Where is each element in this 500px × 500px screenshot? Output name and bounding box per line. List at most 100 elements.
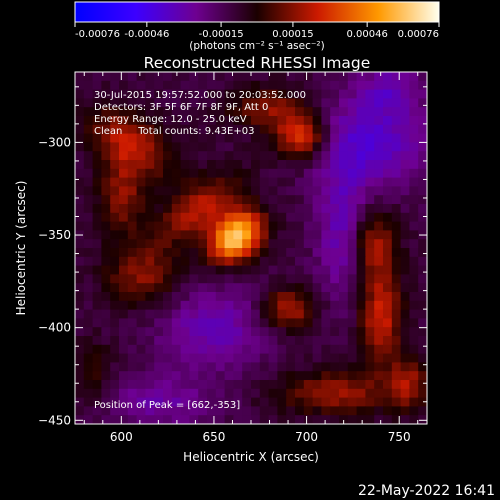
heatmap-cell (409, 283, 419, 293)
heatmap-cell (418, 195, 427, 205)
heatmap-cell (251, 80, 261, 91)
heatmap-cell (418, 80, 427, 91)
heatmap-cell (312, 151, 322, 161)
heatmap-cell (83, 177, 94, 187)
heatmap-cell (339, 292, 349, 302)
heatmap-cell (154, 397, 164, 407)
heatmap-cell (347, 353, 358, 363)
heatmap-cell (92, 98, 102, 108)
heatmap-cell (400, 283, 410, 293)
heatmap-cell (154, 274, 164, 284)
heatmap-cell (233, 177, 243, 187)
heatmap-cell (136, 133, 146, 143)
heatmap-cell (365, 353, 375, 363)
heatmap-cell (303, 256, 314, 267)
heatmap-cell (171, 283, 182, 293)
heatmap-cell (224, 256, 234, 267)
heatmap-cell (321, 204, 331, 214)
heatmap-cell (347, 72, 358, 82)
heatmap-cell (242, 362, 252, 372)
heatmap-cell (277, 292, 287, 302)
heatmap-cell (83, 89, 94, 99)
heatmap-cell (92, 168, 102, 179)
heatmap-cell (101, 133, 111, 143)
heatmap-cell (330, 80, 340, 91)
heatmap-cell (259, 353, 270, 363)
heatmap-cell (198, 415, 208, 424)
heatmap-cell (136, 388, 146, 399)
heatmap-cell (207, 318, 217, 328)
heatmap-cell (391, 133, 402, 143)
heatmap-cell (136, 151, 146, 161)
heatmap-cell (224, 371, 234, 381)
heatmap-cell (215, 397, 226, 407)
heatmap-cell (295, 116, 305, 126)
heatmap-cell (321, 371, 331, 381)
heatmap-cell (347, 265, 358, 275)
heatmap-cell (127, 80, 138, 91)
heatmap-cell (101, 344, 111, 355)
heatmap-cell (391, 274, 402, 284)
heatmap-cell (171, 239, 182, 249)
heatmap-cell (391, 98, 402, 108)
heatmap-cell (189, 80, 199, 91)
heatmap-cell (268, 160, 278, 170)
heatmap-cell (330, 265, 340, 275)
heatmap-cell (207, 248, 217, 258)
heatmap-cell (339, 204, 349, 214)
heatmap-cell (409, 204, 419, 214)
heatmap-cell (83, 98, 94, 108)
heatmap-cell (374, 248, 384, 258)
heatmap-cell (180, 336, 190, 346)
heatmap-cell (339, 168, 349, 179)
heatmap-cell (145, 89, 155, 99)
heatmap-cell (145, 318, 155, 328)
heatmap-cell (145, 124, 155, 135)
heatmap-cell (259, 221, 270, 231)
heatmap-cell (321, 80, 331, 91)
heatmap-cell (136, 142, 146, 152)
heatmap-cell (365, 186, 375, 196)
heatmap-cell (277, 230, 287, 240)
heatmap-cell (365, 327, 375, 337)
heatmap-cell (189, 406, 199, 416)
heatmap-cell (83, 380, 94, 390)
heatmap-cell (110, 265, 120, 275)
heatmap-cell (92, 397, 102, 407)
heatmap-cell (259, 239, 270, 249)
heatmap-cell (154, 353, 164, 363)
heatmap-cell (374, 327, 384, 337)
heatmap-cell (295, 344, 305, 355)
heatmap-cell (330, 300, 340, 311)
heatmap-cell (295, 186, 305, 196)
heatmap-cell (136, 230, 146, 240)
heatmap-cell (312, 256, 322, 267)
heatmap-cell (312, 397, 322, 407)
heatmap-cell (321, 397, 331, 407)
heatmap-cell (224, 133, 234, 143)
heatmap-cell (189, 116, 199, 126)
heatmap-cell (110, 177, 120, 187)
heatmap-cell (374, 186, 384, 196)
heatmap-cell (119, 160, 129, 170)
heatmap-cell (268, 204, 278, 214)
heatmap-cell (259, 309, 270, 319)
heatmap-cell (127, 212, 138, 223)
heatmap-cell (312, 415, 322, 424)
heatmap-cell (180, 327, 190, 337)
heatmap-cell (119, 195, 129, 205)
heatmap-cell (83, 221, 94, 231)
heatmap-cell (277, 168, 287, 179)
heatmap-cell (136, 212, 146, 223)
heatmap-cell (268, 239, 278, 249)
heatmap-cell (356, 283, 366, 293)
heatmap-cell (383, 388, 393, 399)
heatmap-cell (295, 124, 305, 135)
heatmap-cell (391, 283, 402, 293)
heatmap-cell (339, 406, 349, 416)
heatmap-cell (233, 300, 243, 311)
heatmap-cell (180, 212, 190, 223)
heatmap-cell (339, 186, 349, 196)
heatmap-cell (277, 309, 287, 319)
heatmap-cell (409, 239, 419, 249)
